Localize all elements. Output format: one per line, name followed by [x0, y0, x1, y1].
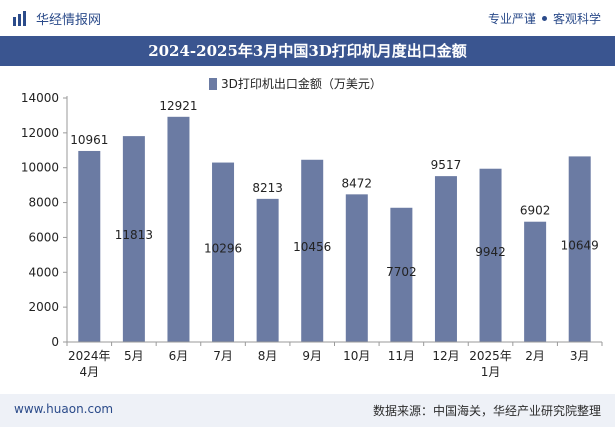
y-axis: 0 2000 4000 6000 8000 10000 12000 14000	[21, 91, 68, 349]
bars: 10961 11813 12921 10296 8213 10456 8472 7702 951…	[70, 99, 599, 343]
bar-value-label: 11813	[115, 228, 153, 242]
bar[interactable]	[524, 221, 547, 342]
tagline: 专业严谨 客观科学	[488, 10, 601, 27]
x-tick-label: 2024年 4月	[68, 349, 111, 379]
bar[interactable]	[122, 136, 145, 342]
y-tick-label: 0	[51, 335, 59, 349]
chart-title-bar: 2024-2025年3月中国3D打印机月度出口金额	[0, 36, 615, 66]
bar[interactable]	[479, 168, 502, 342]
bar[interactable]	[256, 198, 279, 342]
x-tick-label: 10月	[343, 349, 370, 363]
y-tick-label: 10000	[21, 161, 59, 175]
tagline-dot-icon	[541, 16, 547, 21]
y-tick-label: 4000	[28, 265, 59, 279]
bar[interactable]	[301, 159, 324, 342]
x-tick-label: 11月	[388, 349, 415, 363]
x-tick-label: 2月	[525, 349, 545, 363]
top-header: 华经情报网 专业严谨 客观科学	[0, 0, 615, 36]
x-axis: 2024年 4月 5月 6月 7月 8月 9月 10月 11月 12月 2025年 1月 2月 3月	[66, 341, 603, 379]
bar-value-label: 8472	[342, 176, 373, 190]
bar-value-label: 12921	[159, 99, 197, 113]
bar-value-label: 6902	[520, 204, 551, 218]
bar[interactable]	[568, 156, 591, 342]
x-tick-label: 9月	[302, 349, 322, 363]
y-tick-label: 14000	[21, 91, 59, 105]
bar-value-label: 8213	[252, 181, 283, 195]
y-tick-label: 6000	[28, 230, 59, 244]
chart-legend: 3D打印机出口金额（万美元）	[209, 76, 382, 91]
x-tick-label: 12月	[432, 349, 459, 363]
x-tick-label: 6月	[169, 349, 189, 363]
chart-title: 2024-2025年3月中国3D打印机月度出口金额	[148, 42, 467, 60]
x-tick-label: 8月	[258, 349, 278, 363]
legend-label: 3D打印机出口金额（万美元）	[221, 76, 382, 91]
footer-website-link[interactable]: www.huaon.com	[14, 402, 114, 416]
bar[interactable]	[345, 194, 368, 342]
bar-value-label: 10296	[204, 242, 242, 256]
y-tick-label: 12000	[21, 126, 59, 140]
bar[interactable]	[167, 116, 190, 343]
bar-chart: 3D打印机出口金额（万美元） 0 2000 4000 6000 8000 10000 120…	[21, 76, 603, 379]
x-tick-label: 3月	[570, 349, 590, 363]
bar-value-label: 10649	[561, 238, 599, 252]
x-tick-label: 7月	[213, 349, 233, 363]
y-tick-label: 2000	[28, 300, 59, 314]
brand-name: 华经情报网	[36, 13, 102, 28]
bar-value-label: 9517	[431, 158, 462, 172]
bar[interactable]	[78, 150, 101, 342]
bar-value-label: 10961	[70, 133, 108, 147]
tagline-left: 专业严谨	[487, 12, 536, 26]
brand[interactable]: 华经情报网	[12, 9, 101, 28]
bar-value-label: 7702	[386, 265, 417, 279]
x-tick-label: 2025年 1月	[469, 349, 512, 379]
brand-logo-icon	[13, 10, 26, 26]
bar[interactable]	[212, 162, 235, 342]
bar-value-label: 9942	[475, 245, 506, 259]
y-tick-label: 8000	[28, 196, 59, 210]
legend-swatch	[209, 78, 217, 90]
footer-source: 数据来源：中国海关，华经产业研究院整理	[372, 404, 601, 418]
bar[interactable]	[390, 207, 413, 342]
footer: www.huaon.com 数据来源：中国海关，华经产业研究院整理	[0, 394, 615, 427]
bar[interactable]	[434, 176, 457, 342]
bar-value-label: 10456	[293, 240, 331, 254]
tagline-right: 客观科学	[552, 12, 601, 26]
x-tick-label: 5月	[124, 349, 144, 363]
